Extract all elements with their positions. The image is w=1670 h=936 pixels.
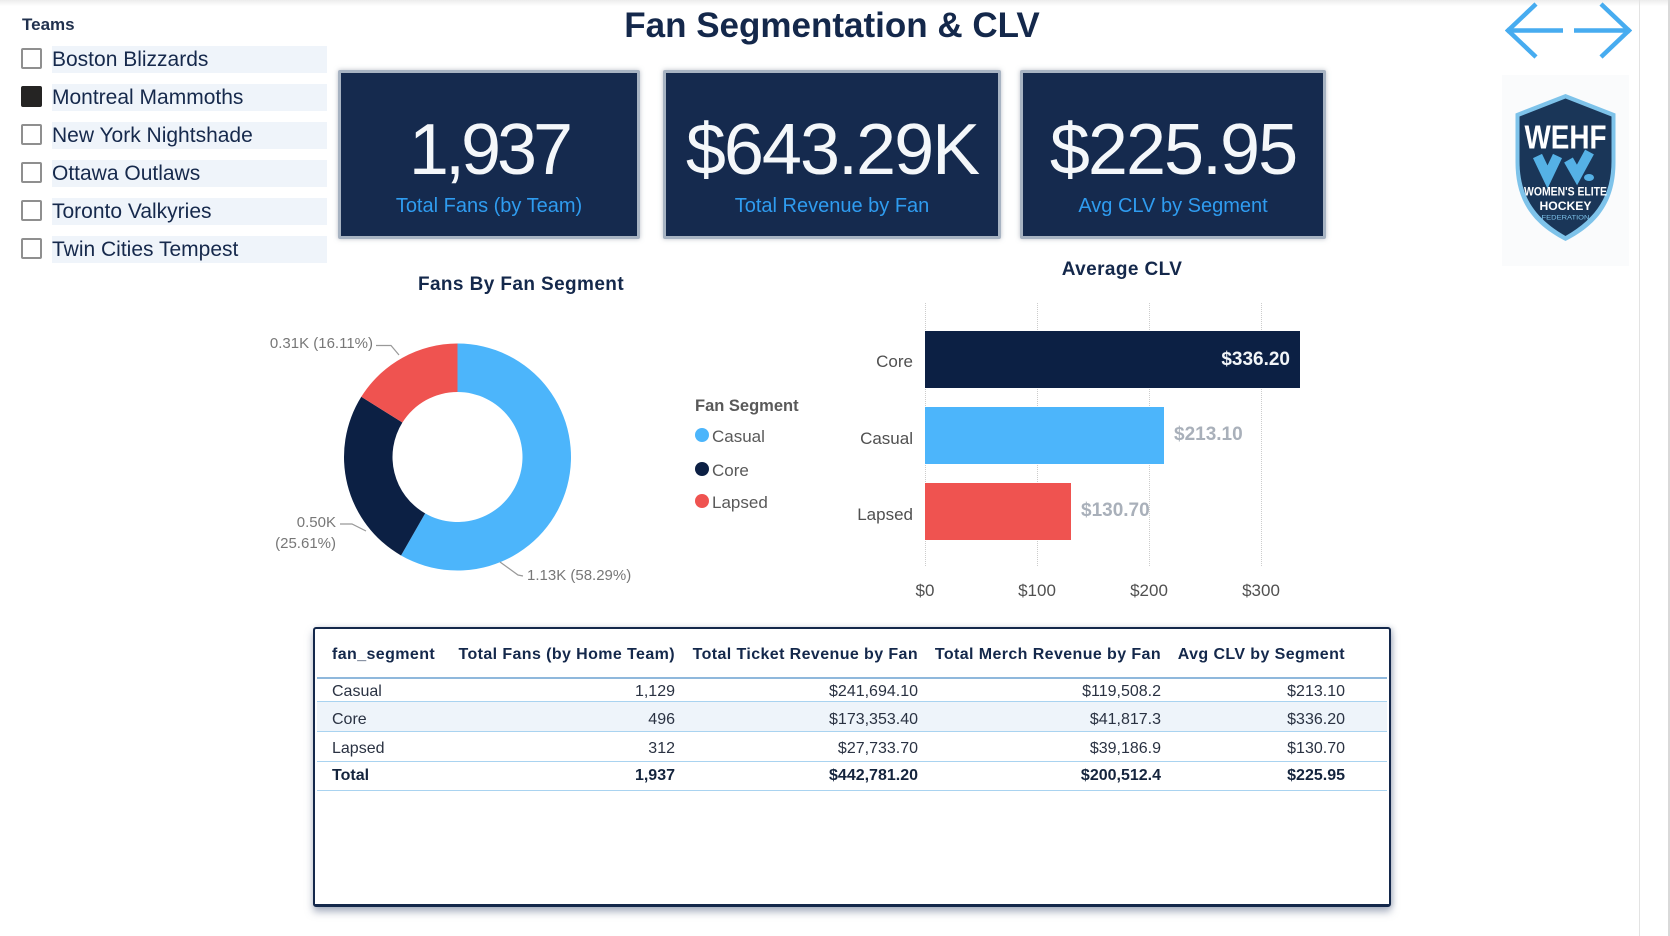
svg-text:HOCKEY: HOCKEY — [1540, 199, 1592, 213]
svg-text:FEDERATION: FEDERATION — [1542, 215, 1590, 222]
svg-text:WEHF: WEHF — [1525, 119, 1607, 156]
svg-text:WOMEN'S ELITE: WOMEN'S ELITE — [1524, 185, 1607, 199]
